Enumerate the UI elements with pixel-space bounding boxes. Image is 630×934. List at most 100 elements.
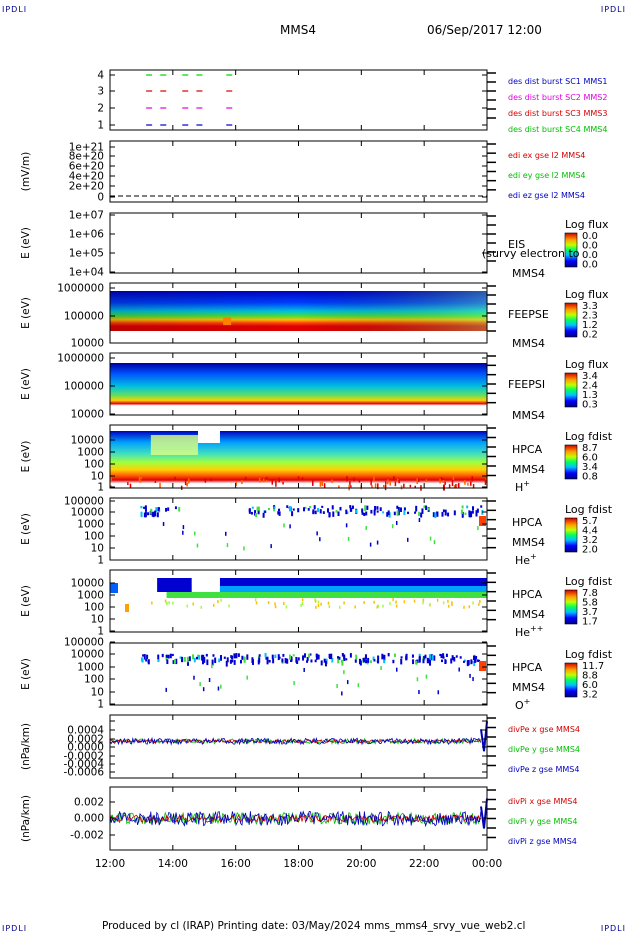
legend-entry: des dist burst SC4 MMS4 (508, 125, 607, 134)
hpca-o-pixel (473, 660, 476, 667)
panel-bg-divpe (110, 715, 487, 778)
hpca-o-pixel (439, 653, 442, 657)
hpca-h-speckle (453, 485, 456, 489)
hepp-speckle (392, 598, 394, 602)
hpca-o-pixel (392, 659, 395, 664)
hpca-he-pixel (319, 509, 322, 514)
hpca-o-pixel (165, 654, 168, 658)
hpca-h-speckle (353, 477, 355, 482)
instrument-label: EIS (508, 238, 525, 251)
hpca-o-pixel (203, 657, 206, 663)
spacecraft-label: MMS4 (512, 681, 545, 694)
hepp-speckle (451, 603, 453, 607)
hepp-speckle (172, 601, 174, 605)
hpca-h-speckle (210, 478, 212, 482)
hepp-speckle (314, 599, 317, 603)
hpca-o-pixel (302, 655, 305, 661)
hpca-h-gap-1 (150, 435, 198, 455)
colorbar-tick: 3.4 (582, 462, 598, 473)
hpca-h-speckle (439, 478, 441, 484)
hpca-o-pixel (381, 653, 384, 660)
hpca-o-pixel (428, 654, 431, 661)
ytick-label: 2e+20 (69, 181, 104, 193)
hpca-o-scatter (343, 670, 345, 675)
hpca-o-pixel (169, 653, 172, 659)
hpca-h-speckle (458, 482, 460, 488)
hpca-h-speckle (271, 478, 274, 485)
hpca-h-speckle (127, 482, 129, 486)
spacecraft-label: MMS4 (512, 337, 545, 350)
hpca-he-pixel (307, 508, 310, 511)
colorbar-tick: 3.7 (582, 607, 598, 618)
hpca-o-pixel (166, 659, 169, 665)
hpca-o-pixel (478, 659, 481, 662)
legend-entry: edi ey gse l2 MMS4 (508, 171, 586, 180)
hpca-h-speckle (188, 478, 190, 484)
hpca-h-speckle (110, 477, 112, 481)
time-axis-label: 14:00 (158, 858, 188, 870)
ytick-label: 0.0004 (67, 725, 104, 737)
hpca-he-pixel (476, 508, 479, 513)
hpca-o-scatter (418, 690, 420, 695)
divpe-end-spike (480, 721, 488, 752)
ytick-label: 0.0002 (67, 734, 104, 746)
hpca-o-pixel (433, 655, 436, 661)
hpca-he-pixel (314, 510, 317, 515)
hpca-o-pixel (372, 656, 375, 660)
hepp-speckle (327, 601, 330, 605)
hpca-h-speckle (444, 481, 446, 485)
ytick-label: 1000000 (57, 283, 104, 295)
hpca-o-pixel (223, 656, 226, 659)
hepp-band-4 (166, 592, 488, 598)
hpca-he-pixel (304, 506, 307, 510)
hpca-he-pixel (468, 510, 471, 516)
hpca-o-pixel (400, 658, 403, 665)
hepp-speckle (354, 605, 356, 609)
hpca-h-speckle (470, 481, 472, 486)
hepp-speckle (255, 601, 258, 605)
hepp-speckle (217, 600, 219, 604)
hpca-o-pixel (141, 659, 144, 663)
mission-title: MMS4 (280, 23, 316, 37)
hpca-o-pixel (257, 659, 260, 665)
hpca-o-pixel (323, 658, 326, 663)
hepp-speckle (212, 603, 215, 607)
ytick-label: 1e+06 (69, 229, 105, 241)
hepp-speckle (317, 603, 320, 607)
hpca-he-pixel (278, 508, 281, 512)
hpca-o-pixel (442, 653, 445, 659)
hpca-he-pixel (370, 509, 373, 514)
time-axis-label: 18:00 (283, 858, 313, 870)
instrument-label: FEEPSE (508, 308, 549, 321)
hpca-o-pixel (181, 656, 184, 662)
hpca-o-pixel (463, 659, 466, 662)
hpca-o-pixel (157, 659, 160, 663)
hpca-o-scatter (246, 675, 248, 680)
colorbar-tick: 11.7 (582, 661, 604, 672)
hpca-he-pixel (328, 512, 331, 518)
hpca-o-scatter (303, 667, 305, 672)
colorbar-tick: 0.0 (582, 260, 598, 271)
ytick-label: 10 (91, 614, 104, 626)
ytick-label: 100 (84, 459, 104, 471)
hpca-he-pixel (376, 510, 379, 513)
hpca-he-pixel (277, 511, 280, 515)
hpca-o-pixel (281, 658, 284, 663)
hpca-h-speckle (403, 483, 405, 488)
hpca-o-pixel (196, 656, 199, 660)
hpca-o-pixel (161, 653, 164, 658)
ytick-label: 1000 (77, 590, 104, 602)
hpca-o-pixel (272, 658, 275, 664)
hepp-speckle (228, 604, 230, 608)
hpca-h-speckle (384, 481, 387, 485)
colorbar-tick: 0.0 (582, 241, 598, 252)
ytick-label: 0.002 (74, 797, 104, 809)
hpca-o-scatter (416, 677, 419, 682)
ytick-label: 1 (97, 555, 104, 567)
hpca-o-pixel (297, 657, 300, 661)
hpca-o-scatter (217, 686, 220, 691)
hpca-o-scatter (193, 675, 195, 680)
colorbar-tick: 6.0 (582, 453, 598, 464)
hpca-he-pixel (386, 512, 389, 517)
corner-mark-tr: IPDLI (600, 5, 626, 14)
